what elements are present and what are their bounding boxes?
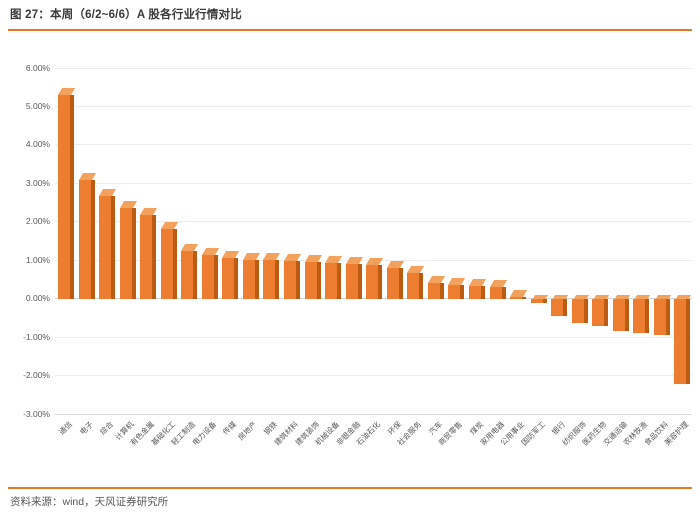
gridline (55, 336, 692, 338)
y-axis-tick-label: 6.00% (25, 62, 50, 73)
y-axis-tick-label: 0.00% (25, 293, 50, 304)
x-axis-category-label: 电子 (77, 419, 95, 437)
y-axis-tick-label: 4.00% (25, 139, 50, 150)
gridline (55, 375, 692, 377)
gridline (55, 298, 692, 300)
chart-plot-area: 6.00% 5.00% 4.00% 3.00% 2.00% 1.00% 0.00% -1.00… (23, 63, 692, 447)
gridline (55, 413, 692, 415)
data-source-note: 资料来源：wind，天风证券研究所 (10, 496, 169, 508)
gridline (55, 221, 692, 223)
gridline (55, 105, 692, 107)
gridline (55, 182, 692, 184)
y-axis-tick-label: -1.00% (23, 331, 50, 342)
title-separator-line (8, 29, 692, 31)
gridline (55, 67, 692, 69)
y-axis-tick-label: -2.00% (23, 370, 50, 381)
y-axis-tick-label: 1.00% (25, 254, 50, 265)
gridline (55, 144, 692, 146)
x-axis-category-label: 通信 (57, 419, 75, 437)
y-axis-tick-label: -3.00% (23, 408, 50, 419)
y-axis-tick-label: 3.00% (25, 177, 50, 188)
y-axis-tick-label: 5.00% (25, 100, 50, 111)
x-axis-category-label: 房地产 (236, 419, 260, 442)
figure-title: 图 27：本周（6/2~6/6）A 股各行业行情对比 (10, 9, 242, 21)
footer-separator-line (8, 487, 692, 489)
y-axis-tick-label: 2.00% (25, 216, 50, 227)
